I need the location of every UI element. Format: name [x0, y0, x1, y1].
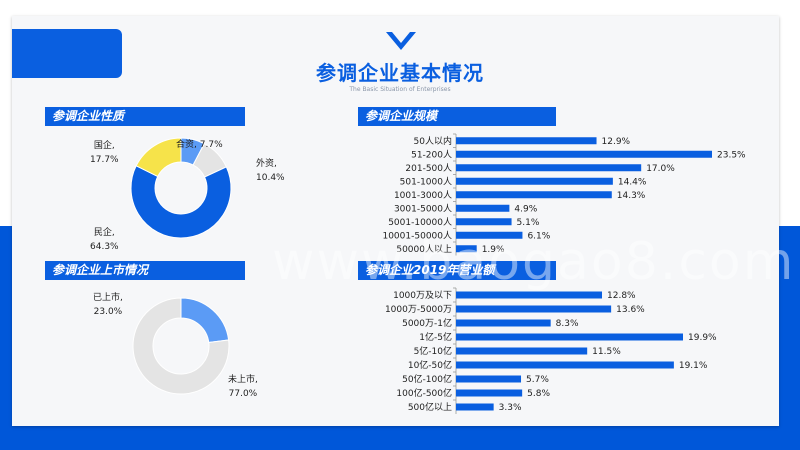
revenue-category-label-3: 1亿-5亿: [419, 331, 452, 343]
revenue-category-label-6: 50亿-100亿: [402, 373, 452, 385]
label-unlisted: 未上市, 77.0%: [228, 374, 258, 402]
page-title: 参调企业基本情况: [316, 61, 484, 85]
scale-category-label-0: 50人以内: [414, 135, 452, 147]
revenue-value-label-6: 5.7%: [526, 375, 549, 385]
label-listed-pct: 23.0%: [93, 306, 123, 317]
revenue-value-label-8: 3.3%: [499, 403, 522, 413]
scale-value-label-3: 14.4%: [618, 177, 647, 187]
listed-slice-0: [180, 297, 230, 344]
nature-donut-chart: [130, 137, 232, 239]
scale-bar-4: [456, 191, 612, 199]
revenue-bar-6: [456, 375, 522, 383]
revenue-value-label-0: 12.8%: [607, 291, 636, 301]
corner-accent-block: [12, 29, 122, 78]
page-subtitle: The Basic Situation of Enterprises: [349, 86, 451, 93]
label-unlisted-pct: 77.0%: [228, 388, 258, 399]
section-header-scale: 参调企业规模: [358, 107, 556, 126]
label-soe: 国企, 17.7%: [90, 140, 119, 168]
scale-category-label-3: 501-1000人: [400, 176, 452, 187]
revenue-bar-7: [456, 389, 523, 397]
scale-category-label-6: 5001-10000人: [388, 217, 452, 228]
label-listed-name: 已上市,: [93, 293, 123, 303]
label-soe-pct: 17.7%: [90, 154, 119, 165]
scale-value-label-0: 12.9%: [602, 137, 631, 147]
section-header-revenue: 参调企业2019年营业额: [358, 261, 556, 280]
revenue-value-label-3: 19.9%: [688, 333, 717, 343]
scale-value-label-1: 23.5%: [717, 150, 746, 160]
scale-value-label-6: 5.1%: [517, 218, 540, 228]
revenue-value-label-2: 8.3%: [556, 319, 579, 329]
revenue-category-label-8: 500亿以上: [408, 401, 452, 413]
label-jv: 合资, 7.7%: [176, 139, 223, 153]
revenue-category-label-1: 1000万-5000万: [385, 305, 452, 315]
revenue-value-label-4: 11.5%: [592, 347, 621, 357]
scale-value-label-2: 17.0%: [646, 164, 675, 174]
section-header-nature: 参调企业性质: [45, 107, 245, 126]
revenue-value-label-7: 5.8%: [527, 389, 550, 399]
revenue-bar-4: [456, 347, 588, 355]
revenue-category-label-2: 5000万-1亿: [402, 317, 452, 329]
scale-value-label-5: 4.9%: [514, 204, 537, 214]
revenue-category-label-0: 1000万及以下: [393, 290, 452, 301]
watermark-text: www.baogao8.com: [272, 232, 796, 292]
nature-slice-3: [135, 137, 182, 178]
scale-value-label-4: 14.3%: [617, 191, 646, 201]
scale-bar-2: [456, 164, 642, 172]
label-listed: 已上市, 23.0%: [93, 292, 123, 320]
label-private: 民企, 64.3%: [90, 227, 119, 255]
revenue-bar-2: [456, 319, 551, 327]
scale-bar-5: [456, 204, 510, 212]
scale-bar-6: [456, 218, 512, 226]
scale-category-label-1: 51-200人: [411, 149, 452, 160]
label-private-name: 民企,: [93, 228, 115, 238]
listed-slice-1: [132, 297, 230, 395]
scale-bar-chart: 50人以内 12.9% 51-200人 23.5% 201-500人 17.0% 501-1…: [382, 133, 746, 256]
revenue-value-label-5: 19.1%: [679, 361, 708, 371]
label-jv-name: 合资,: [176, 140, 197, 150]
listed-donut-chart: [132, 297, 230, 395]
scale-bar-7: [456, 231, 523, 239]
label-unlisted-name: 未上市,: [228, 375, 258, 385]
scale-category-label-4: 1001-3000人: [394, 190, 452, 201]
revenue-bar-chart: 1000万及以下 12.8% 1000万-5000万 13.6% 5000万-1亿 8.3…: [385, 287, 717, 414]
label-soe-name: 国企,: [93, 141, 115, 151]
scale-category-label-8: 50000人以上: [396, 244, 452, 255]
label-foreign-pct: 10.4%: [256, 172, 285, 183]
nature-slice-2: [130, 165, 232, 239]
revenue-bar-1: [456, 305, 612, 313]
v-logo-icon: [386, 32, 416, 50]
revenue-bar-3: [456, 333, 683, 341]
scale-bar-0: [456, 137, 597, 145]
label-foreign-name: 外资,: [256, 159, 277, 169]
scale-bar-1: [456, 150, 712, 158]
scale-bar-3: [456, 177, 613, 185]
revenue-bar-5: [456, 361, 674, 369]
revenue-value-label-1: 13.6%: [616, 305, 645, 315]
scale-value-label-8: 1.9%: [482, 245, 505, 255]
revenue-category-label-5: 10亿-50亿: [408, 359, 452, 371]
scale-category-label-7: 10001-50000人: [382, 230, 452, 241]
label-jv-pct: 7.7%: [199, 140, 223, 150]
revenue-bar-8: [456, 403, 494, 411]
revenue-category-label-7: 100亿-500亿: [396, 387, 452, 399]
revenue-bar-0: [456, 291, 603, 299]
revenue-category-label-4: 5亿-10亿: [414, 345, 452, 357]
scale-category-label-2: 201-500人: [405, 163, 452, 174]
label-private-pct: 64.3%: [90, 241, 119, 252]
label-foreign: 外资, 10.4%: [256, 158, 285, 186]
scale-bar-8: [456, 245, 477, 253]
section-header-listed: 参调企业上市情况: [45, 261, 245, 280]
scale-value-label-7: 6.1%: [527, 231, 550, 241]
scale-category-label-5: 3001-5000人: [394, 203, 452, 214]
